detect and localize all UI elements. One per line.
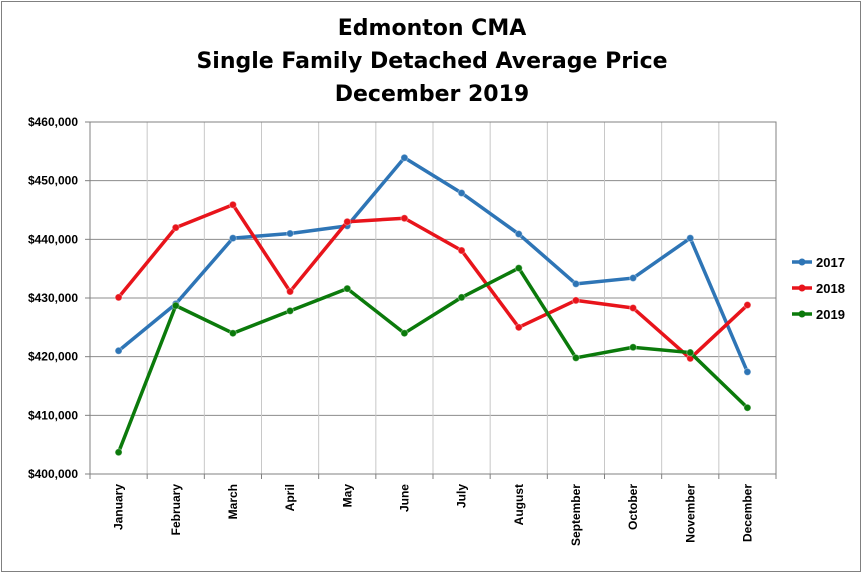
data-point: [629, 274, 638, 283]
series-line: [116, 266, 750, 455]
x-tick-label: January: [112, 484, 126, 530]
y-tick-label: $400,000: [28, 467, 78, 481]
y-tick-label: $410,000: [28, 408, 78, 422]
data-point: [343, 217, 352, 226]
data-point: [228, 234, 237, 243]
data-point: [400, 153, 409, 162]
legend-item-2017: 2017: [792, 255, 845, 270]
data-point: [171, 223, 180, 232]
data-point: [743, 403, 752, 412]
data-point: [629, 303, 638, 312]
data-point: [457, 188, 466, 197]
legend-label: 2017: [816, 255, 845, 270]
data-point: [629, 343, 638, 352]
data-point: [343, 284, 352, 293]
x-tick-label: September: [569, 484, 583, 546]
data-point: [571, 279, 580, 288]
x-tick-label: June: [397, 484, 411, 512]
data-point: [228, 329, 237, 338]
legend-label: 2019: [816, 307, 845, 322]
data-point: [400, 214, 409, 223]
data-point: [400, 329, 409, 338]
data-point: [114, 448, 123, 457]
data-point: [457, 246, 466, 255]
data-point: [514, 264, 523, 273]
data-point: [171, 301, 180, 310]
x-tick-label: November: [683, 484, 697, 543]
y-tick-label: $460,000: [28, 115, 78, 129]
legend: 2017 2018 2019: [792, 255, 845, 322]
x-axis: January February March April May June July Augu…: [89, 474, 777, 546]
data-point: [743, 367, 752, 376]
y-tick-label: $430,000: [28, 291, 78, 305]
y-tick-label: $420,000: [28, 350, 78, 364]
data-point: [228, 200, 237, 209]
series-line: [116, 156, 750, 374]
legend-marker: [798, 284, 806, 292]
series-2017: [114, 153, 752, 376]
chart-title-line-3: December 2019: [334, 82, 530, 107]
x-tick-label: February: [169, 484, 183, 536]
data-point: [514, 323, 523, 332]
data-point: [114, 293, 123, 302]
chart-title-line-2: Single Family Detached Average Price: [196, 49, 668, 74]
y-tick-label: $450,000: [28, 174, 78, 188]
x-tick-label: October: [626, 484, 640, 530]
legend-item-2019: 2019: [792, 307, 845, 322]
x-tick-label: December: [740, 484, 754, 542]
data-point: [114, 346, 123, 355]
x-tick-label: April: [283, 484, 297, 511]
data-point: [286, 306, 295, 315]
data-point: [514, 230, 523, 239]
x-tick-label: May: [340, 484, 354, 508]
chart-title: Edmonton CMA Single Family Detached Aver…: [0, 12, 864, 111]
legend-item-2018: 2018: [792, 281, 845, 296]
data-point: [457, 293, 466, 302]
x-tick-label: August: [512, 484, 526, 525]
legend-marker: [798, 258, 806, 266]
legend-marker: [798, 310, 806, 318]
data-point: [571, 353, 580, 362]
series-line: [116, 202, 750, 361]
data-point: [686, 234, 695, 243]
legend-label: 2018: [816, 281, 845, 296]
y-tick-label: $440,000: [28, 232, 78, 246]
x-tick-label: July: [455, 484, 469, 508]
data-point: [686, 348, 695, 357]
series-lines: [114, 153, 752, 457]
y-axis: $400,000 $410,000 $420,000 $430,000 $440,000…: [28, 115, 90, 481]
data-point: [286, 287, 295, 296]
data-point: [571, 296, 580, 305]
x-tick-label: March: [226, 484, 240, 519]
series-2019: [114, 264, 752, 457]
data-point: [743, 301, 752, 310]
chart-title-line-1: Edmonton CMA: [337, 16, 527, 41]
data-point: [286, 229, 295, 238]
